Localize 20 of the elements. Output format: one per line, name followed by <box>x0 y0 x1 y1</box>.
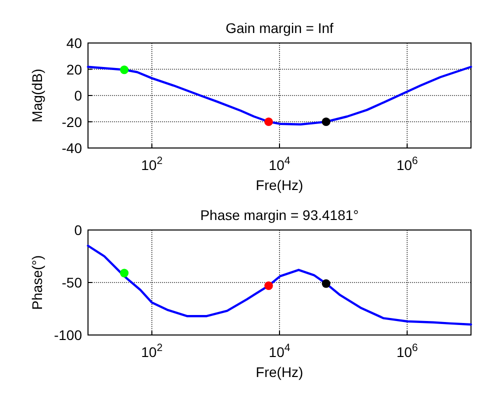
x-tick-label: 10$^{2}$ <box>141 155 163 173</box>
y-tick-label: -50 <box>62 274 82 290</box>
chart-title: Gain margin = Inf <box>226 20 334 36</box>
x-tick-label: 10$^{2}$ <box>141 342 163 360</box>
x-tick-label: 10$^{4}$ <box>268 155 290 173</box>
x-axis-title: Fre(Hz) <box>256 177 304 193</box>
y-tick-label: 20 <box>66 61 82 78</box>
chart-title: Phase margin = 93.4181° <box>200 207 359 223</box>
x-axis-title: Fre(Hz) <box>256 364 304 380</box>
x-tick-label: 10$^{6}$ <box>396 155 418 173</box>
y-tick-label: -100 <box>54 327 82 343</box>
y-axis-title: Mag(dB) <box>29 68 45 122</box>
y-tick-label: 40 <box>66 35 82 51</box>
y-tick-label: 0 <box>74 88 82 104</box>
y-axis-title: Phase(°) <box>29 255 45 310</box>
x-tick-label: 10$^{6}$ <box>396 342 418 360</box>
y-tick-label: -40 <box>62 140 82 156</box>
y-tick-label: 0 <box>74 222 82 238</box>
x-tick-label: 10$^{4}$ <box>268 342 290 360</box>
y-tick-label: -20 <box>62 114 82 130</box>
